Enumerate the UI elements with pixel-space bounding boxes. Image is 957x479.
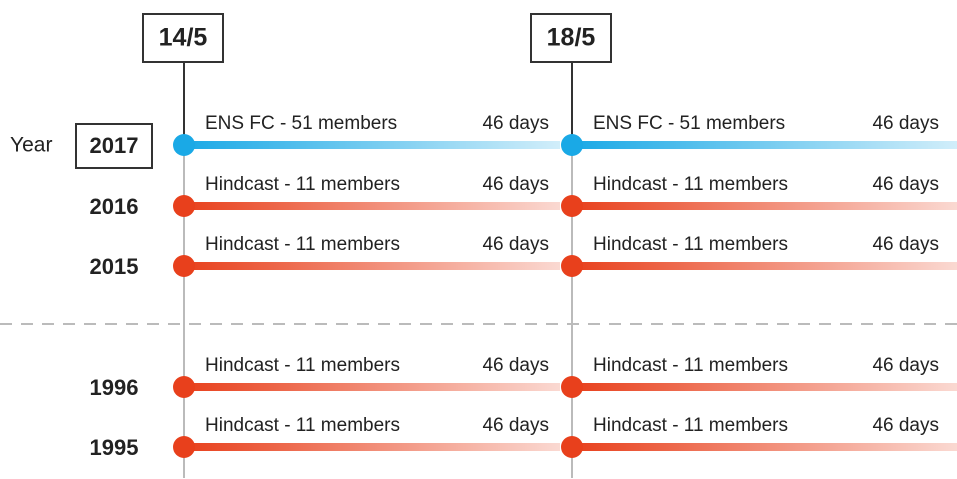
- year-label: 1996: [90, 375, 139, 400]
- segment-dot: [173, 134, 195, 156]
- segment-dot: [173, 195, 195, 217]
- segment-bar: [184, 443, 560, 451]
- segment-label: ENS FC - 51 members: [593, 113, 785, 134]
- segment-duration: 46 days: [482, 355, 549, 376]
- segment-duration: 46 days: [482, 113, 549, 134]
- segment-bar: [184, 383, 560, 391]
- segment-label: Hindcast - 11 members: [205, 355, 400, 376]
- segment-bar: [572, 141, 957, 149]
- year-header: Year: [10, 134, 52, 157]
- segment-bar: [184, 202, 560, 210]
- segment-dot: [173, 436, 195, 458]
- segment-label: Hindcast - 11 members: [593, 174, 788, 195]
- segment-duration: 46 days: [872, 234, 939, 255]
- segment-dot: [173, 376, 195, 398]
- segment-duration: 46 days: [872, 355, 939, 376]
- segment-dot: [561, 195, 583, 217]
- year-label: 2015: [90, 254, 139, 279]
- segment-bar: [184, 141, 560, 149]
- segment-label: Hindcast - 11 members: [593, 415, 788, 436]
- segment-duration: 46 days: [872, 415, 939, 436]
- date-box: [142, 13, 224, 63]
- segment-duration: 46 days: [482, 174, 549, 195]
- segment-duration: 46 days: [482, 234, 549, 255]
- year-label: 2017: [90, 133, 139, 158]
- segment-dot: [561, 436, 583, 458]
- segment-label: Hindcast - 11 members: [593, 234, 788, 255]
- segment-dot: [561, 134, 583, 156]
- segment-label: Hindcast - 11 members: [205, 174, 400, 195]
- segment-dot: [173, 255, 195, 277]
- segment-bar: [572, 383, 957, 391]
- segment-dot: [561, 376, 583, 398]
- segment-bar: [572, 262, 957, 270]
- segment-label: Hindcast - 11 members: [593, 355, 788, 376]
- date-label: 18/5: [547, 24, 596, 52]
- segment-bar: [572, 202, 957, 210]
- segment-label: Hindcast - 11 members: [205, 415, 400, 436]
- date-label: 14/5: [159, 24, 208, 52]
- year-box: [75, 123, 153, 169]
- segment-duration: 46 days: [872, 113, 939, 134]
- segment-label: Hindcast - 11 members: [205, 234, 400, 255]
- segment-duration: 46 days: [872, 174, 939, 195]
- date-box: [530, 13, 612, 63]
- segment-bar: [184, 262, 560, 270]
- segment-label: ENS FC - 51 members: [205, 113, 397, 134]
- segment-duration: 46 days: [482, 415, 549, 436]
- year-label: 2016: [90, 194, 139, 219]
- year-label: 1995: [90, 435, 139, 460]
- segment-dot: [561, 255, 583, 277]
- segment-bar: [572, 443, 957, 451]
